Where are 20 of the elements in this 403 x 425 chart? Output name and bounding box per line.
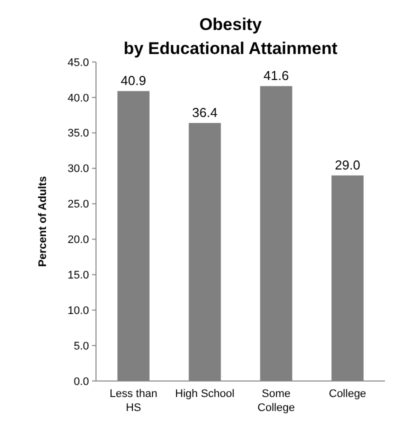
y-tick-label: 5.0 — [74, 340, 89, 352]
y-tick-label: 30.0 — [68, 163, 89, 176]
y-tick-label: 10.0 — [68, 304, 89, 317]
x-tick-label: College — [328, 388, 366, 400]
y-tick-label: 0.0 — [74, 376, 89, 388]
data-label: 29.0 — [334, 157, 360, 172]
y-axis-title: Percent of Adults — [37, 176, 49, 267]
y-tick-label: 45.0 — [68, 56, 89, 69]
data-label: 36.4 — [192, 104, 218, 120]
x-tick-label: Some College — [258, 388, 295, 414]
data-label: 41.6 — [264, 68, 289, 84]
y-tick-label: 25.0 — [68, 198, 89, 211]
x-tick-label: High School — [175, 388, 234, 400]
y-tick-label: 20.0 — [68, 234, 89, 246]
chart-title: Obesity by Educational Attainment — [124, 15, 338, 58]
y-tick-label: 35.0 — [68, 128, 89, 140]
data-label: 40.9 — [120, 73, 146, 88]
y-tick-label: 15.0 — [68, 270, 89, 282]
x-tick-label: Less than HS — [110, 388, 158, 414]
y-tick-label: 40.0 — [68, 92, 89, 104]
